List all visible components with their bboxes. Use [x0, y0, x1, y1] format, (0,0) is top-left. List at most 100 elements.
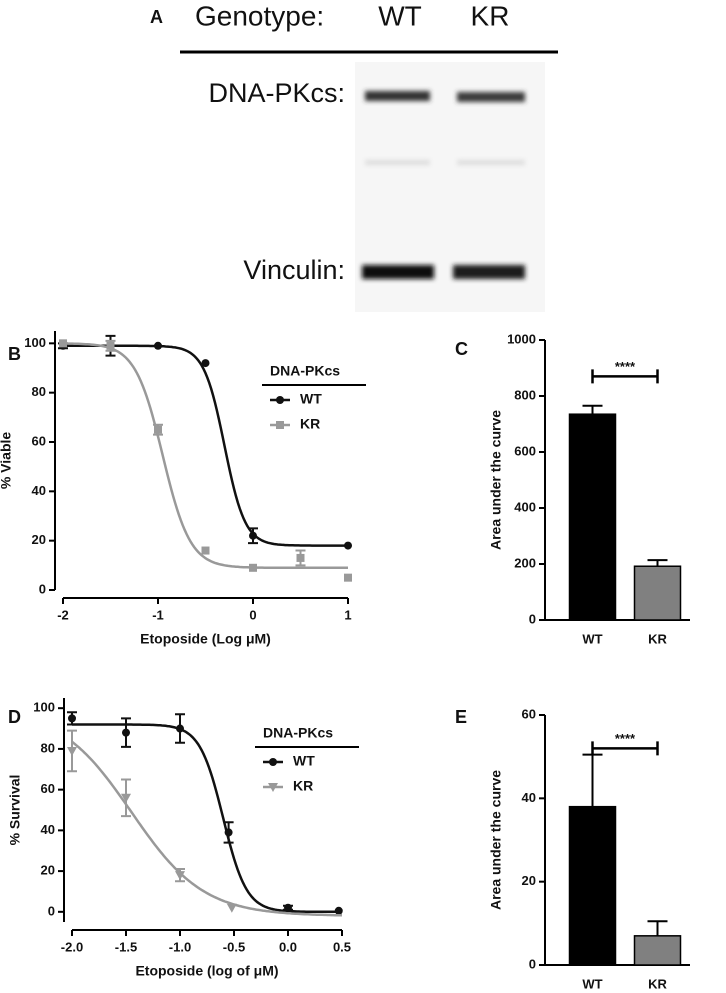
point: [284, 903, 292, 912]
band: [362, 265, 434, 279]
bands: [362, 91, 525, 279]
x-tick-label: WT: [582, 976, 602, 991]
bar: [568, 805, 617, 966]
point: [296, 553, 305, 562]
y-tick-label: 200: [514, 555, 536, 570]
row-label: Vinculin:: [243, 255, 345, 285]
x-tick-label: -2: [57, 607, 69, 622]
lane-label: KR: [471, 0, 510, 31]
x-tick-label: 1: [344, 607, 351, 622]
point: [344, 541, 352, 550]
y-axis-label: % Survival: [7, 775, 23, 846]
error-bar: [582, 753, 603, 807]
genotype-header: Genotype:: [195, 0, 324, 31]
y-tick-label: 40: [522, 790, 536, 805]
error-bar: [582, 404, 603, 415]
legend-marker: [276, 396, 284, 404]
legend-title: DNA-PKcs: [263, 725, 333, 741]
y-tick-label: 400: [514, 499, 536, 514]
fit-curve: [71, 740, 342, 917]
y-tick-label: 20: [32, 532, 46, 547]
y-tick-label: 800: [514, 387, 536, 402]
fit-curve: [72, 723, 342, 914]
y-tick-label: 100: [33, 700, 55, 715]
legend-label: WT: [300, 391, 322, 407]
point: [249, 531, 257, 540]
bar: [568, 413, 617, 621]
point: [175, 871, 185, 881]
point: [226, 903, 237, 913]
y-tick-label: 0: [529, 956, 536, 971]
point: [201, 359, 210, 368]
panel-label: A: [150, 7, 163, 27]
band: [457, 160, 525, 165]
y-tick-label: 600: [514, 443, 536, 458]
y-tick-label: 40: [32, 483, 46, 498]
lane-label: WT: [378, 0, 422, 31]
y-tick-label: 80: [32, 384, 46, 399]
point: [201, 546, 210, 555]
point: [176, 724, 184, 733]
y-tick-label: 100: [24, 335, 46, 350]
error-bar: [647, 920, 668, 936]
point: [249, 563, 257, 572]
legend-title: DNA-PKcs: [270, 363, 340, 379]
x-tick-label: -1: [152, 607, 164, 622]
y-tick-label: 0: [48, 903, 55, 918]
legend-marker: [276, 421, 284, 429]
y-tick-label: 40: [41, 822, 55, 837]
x-tick-label: 0: [249, 607, 256, 622]
panel-label: D: [8, 707, 21, 727]
x-tick-label: KR: [648, 976, 667, 991]
significance-label: ****: [615, 359, 636, 374]
y-tick-label: 0: [529, 611, 536, 626]
x-tick-label: WT: [582, 631, 602, 646]
y-tick-label: 0: [39, 581, 46, 596]
x-tick-label: 0.0: [279, 939, 297, 954]
band: [457, 92, 525, 102]
significance-bracket: [591, 369, 659, 384]
y-tick-label: 80: [41, 740, 55, 755]
point: [334, 906, 343, 915]
panel-label: C: [455, 339, 468, 359]
error-bar: [647, 559, 668, 567]
x-tick-label: -2.0: [61, 939, 83, 954]
row-label: DNA-PKcs:: [208, 78, 345, 108]
significance-bracket: [591, 741, 659, 756]
x-tick-label: -1.0: [169, 939, 191, 954]
point: [154, 425, 162, 434]
point: [106, 341, 115, 350]
legend-marker: [268, 783, 278, 792]
point: [344, 573, 352, 582]
panel-label: B: [8, 344, 21, 364]
panel-label: E: [455, 707, 467, 727]
legend-label: WT: [293, 753, 315, 769]
y-axis-label: Area under the curve: [488, 410, 504, 550]
x-tick-label: KR: [648, 631, 667, 646]
x-tick-label: -1.5: [115, 939, 137, 954]
point: [67, 746, 77, 756]
y-tick-label: 20: [522, 873, 536, 888]
point: [224, 828, 233, 837]
band: [365, 160, 430, 165]
y-tick-label: 60: [32, 433, 46, 448]
point: [68, 714, 76, 723]
bar: [633, 565, 682, 621]
point: [121, 793, 131, 803]
x-tick-label: -0.5: [223, 939, 245, 954]
significance-label: ****: [615, 731, 636, 746]
x-tick-label: 0.5: [333, 939, 351, 954]
band: [365, 91, 430, 101]
legend-label: KR: [293, 778, 313, 794]
band: [453, 265, 525, 279]
point: [122, 728, 130, 737]
y-tick-label: 60: [41, 781, 55, 796]
y-axis-label: Area under the curve: [488, 770, 504, 910]
legend-label: KR: [300, 416, 320, 432]
y-tick-label: 1000: [507, 331, 536, 346]
y-tick-label: 60: [522, 706, 536, 721]
y-tick-label: 20: [41, 863, 55, 878]
y-axis-label: % Viable: [0, 432, 14, 490]
x-axis-label: Etoposide (log of μM): [135, 963, 278, 979]
